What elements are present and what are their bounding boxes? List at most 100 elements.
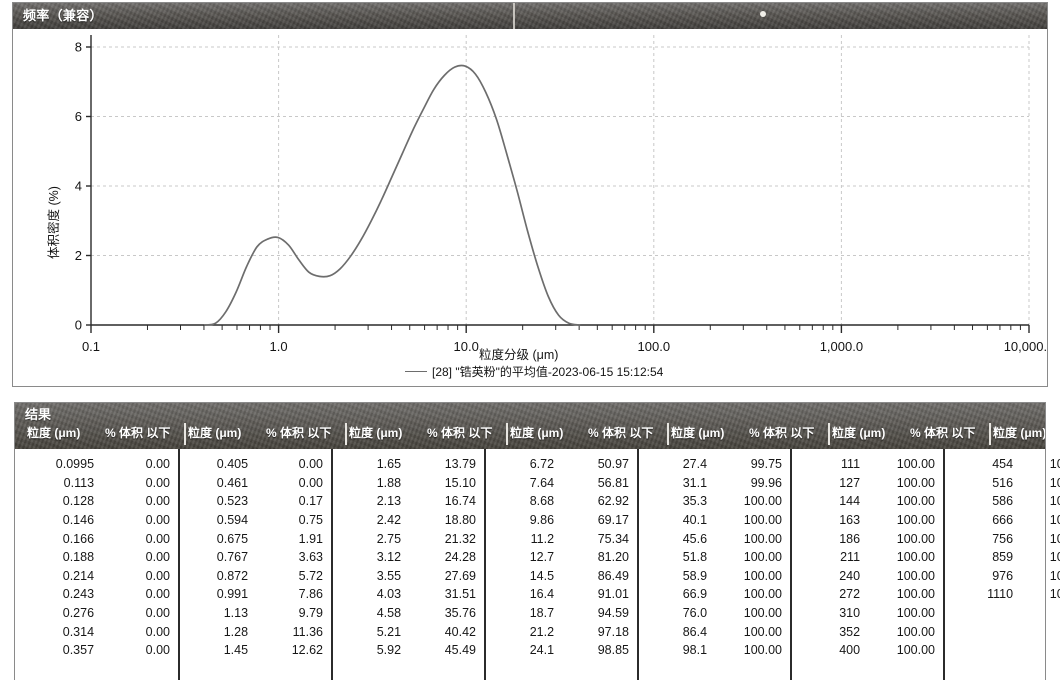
table-row: 0.872 5.72 xyxy=(180,567,331,586)
table-row: 4.58 35.76 xyxy=(333,604,484,623)
table-row: 27.4 99.75 xyxy=(639,455,790,474)
cell-particle-size: 1.65 xyxy=(376,457,402,472)
column-header-percent: % 体积 以下 xyxy=(266,426,332,440)
results-header-group: 粒度 (μm) % 体积 以下 xyxy=(25,423,184,445)
table-row: 454 100.00 xyxy=(945,455,1060,474)
table-row: 3.12 24.28 xyxy=(333,548,484,567)
cell-percent-under: 100.00 xyxy=(1049,457,1060,472)
table-row: 111 100.00 xyxy=(792,455,943,474)
cell-particle-size: 1.45 xyxy=(223,643,249,658)
cell-particle-size: 127 xyxy=(839,475,861,490)
cell-particle-size: 111 xyxy=(841,457,861,472)
results-panel-header: 结果 粒度 (μm)% 体积 以下 粒度 (μm)% 体积 以下 粒度 (μm)% … xyxy=(15,403,1045,449)
cell-percent-under: 69.17 xyxy=(597,513,629,528)
cell-particle-size: 2.42 xyxy=(376,513,402,528)
cell-particle-size: 0.594 xyxy=(216,513,249,528)
table-row: 58.9 100.00 xyxy=(639,567,790,586)
cell-particle-size: 2.75 xyxy=(376,531,402,546)
cell-particle-size: 6.72 xyxy=(529,457,555,472)
page-title: 频率（兼容） xyxy=(23,8,103,23)
cell-percent-under: 100.00 xyxy=(743,643,782,658)
cell-particle-size: 0.166 xyxy=(62,531,95,546)
results-header-row: 粒度 (μm) % 体积 以下 粒度 (μm) % 体积 以下 粒度 (μm) % 体积 … xyxy=(15,423,1045,445)
table-row: 0.214 0.00 xyxy=(25,567,178,586)
table-row: 76.0 100.00 xyxy=(639,604,790,623)
cell-particle-size: 76.0 xyxy=(682,606,708,621)
table-row: 0.314 0.00 xyxy=(25,622,178,641)
cell-percent-under: 86.49 xyxy=(597,568,629,583)
table-row: 0.0995 0.00 xyxy=(25,455,178,474)
results-header-group: 粒度 (μm) % 体积 以下 xyxy=(184,423,345,445)
table-row: 0.243 0.00 xyxy=(25,585,178,604)
cell-particle-size: 272 xyxy=(839,587,861,602)
cell-percent-under: 91.01 xyxy=(597,587,629,602)
table-row: 2.42 18.80 xyxy=(333,511,484,530)
particle-size-distribution-plot: 0 2 4 6 8 0.1 1.0 10.0 100.0 1,000.0 10,000.0 体积密度… xyxy=(13,29,1054,387)
svg-text:10,000.0: 10,000.0 xyxy=(1004,339,1047,354)
results-header-group: 粒度 (μm) % 体积 以下 xyxy=(506,423,667,445)
cell-particle-size: 400 xyxy=(839,643,861,658)
table-row: 18.7 94.59 xyxy=(486,604,637,623)
table-row: 21.2 97.18 xyxy=(486,622,637,641)
column-header-size: 粒度 (μm) xyxy=(188,426,242,440)
table-row: 35.3 100.00 xyxy=(639,492,790,511)
cell-particle-size: 0.767 xyxy=(216,550,249,565)
results-column-group: 111 100.00 127 100.00 144 100.00 163 100.00 186 1… xyxy=(790,449,943,680)
cell-percent-under: 100.00 xyxy=(1049,550,1060,565)
cell-particle-size: 35.3 xyxy=(682,494,708,509)
cell-particle-size: 0.276 xyxy=(62,606,95,621)
cell-percent-under: 24.28 xyxy=(444,550,476,565)
table-row: 211 100.00 xyxy=(792,548,943,567)
cell-particle-size: 1.88 xyxy=(376,475,402,490)
table-row: 0.357 0.00 xyxy=(25,641,178,660)
cell-percent-under: 16.74 xyxy=(444,494,476,509)
cell-particle-size: 0.243 xyxy=(62,587,95,602)
table-row: 2.13 16.74 xyxy=(333,492,484,511)
cell-percent-under: 100.00 xyxy=(743,513,782,528)
cell-percent-under: 100.00 xyxy=(1049,494,1060,509)
table-row: 66.9 100.00 xyxy=(639,585,790,604)
cell-particle-size: 31.1 xyxy=(682,475,708,490)
results-table-panel: 结果 粒度 (μm)% 体积 以下 粒度 (μm)% 体积 以下 粒度 (μm)% … xyxy=(14,402,1060,680)
cell-particle-size: 7.64 xyxy=(529,475,555,490)
table-row: 16.4 91.01 xyxy=(486,585,637,604)
cell-percent-under: 0.00 xyxy=(145,606,170,621)
cell-particle-size: 1.13 xyxy=(223,606,249,621)
results-column-group: 454 100.00 516 100.00 586 100.00 666 100.00 756 1… xyxy=(943,449,1060,680)
cell-percent-under: 13.79 xyxy=(444,457,476,472)
cell-percent-under: 0.00 xyxy=(298,457,323,472)
cell-particle-size: 0.314 xyxy=(62,624,95,639)
table-row: 86.4 100.00 xyxy=(639,622,790,641)
cell-percent-under: 97.18 xyxy=(597,624,629,639)
cell-particle-size: 58.9 xyxy=(682,568,708,583)
cell-percent-under: 100.00 xyxy=(896,550,935,565)
x-axis-title: 粒度分级 (μm) xyxy=(479,348,559,362)
table-row: 5.92 45.49 xyxy=(333,641,484,660)
cell-particle-size: 0.675 xyxy=(216,531,249,546)
cell-particle-size: 0.405 xyxy=(216,457,249,472)
table-row: 0.991 7.86 xyxy=(180,585,331,604)
cell-percent-under: 75.34 xyxy=(597,531,629,546)
table-row: 98.1 100.00 xyxy=(639,641,790,660)
cell-percent-under: 0.00 xyxy=(145,494,170,509)
cell-percent-under: 100.00 xyxy=(896,457,935,472)
cell-percent-under: 0.17 xyxy=(298,494,323,509)
column-header-percent: % 体积 以下 xyxy=(588,426,654,440)
results-table-body: 0.0995 0.00 0.113 0.00 0.128 0.00 0.146 0.00 0.1… xyxy=(15,449,1060,680)
cell-particle-size: 14.5 xyxy=(529,568,555,583)
cell-percent-under: 100.00 xyxy=(1049,568,1060,583)
results-column-group: 27.4 99.75 31.1 99.96 35.3 100.00 40.1 100.00 45… xyxy=(637,449,790,680)
cell-particle-size: 0.128 xyxy=(62,494,95,509)
table-row: 352 100.00 xyxy=(792,622,943,641)
chart-legend: [28] "锆英粉"的平均值-2023-06-15 15:12:54 xyxy=(405,363,663,380)
cell-particle-size: 4.58 xyxy=(376,606,402,621)
table-row: 9.86 69.17 xyxy=(486,511,637,530)
cell-percent-under: 0.00 xyxy=(145,457,170,472)
table-row: 0.188 0.00 xyxy=(25,548,178,567)
cell-particle-size: 0.357 xyxy=(62,643,95,658)
results-column-group: 0.0995 0.00 0.113 0.00 0.128 0.00 0.146 0.00 0.1… xyxy=(25,449,178,680)
table-row: 24.1 98.85 xyxy=(486,641,637,660)
cell-particle-size: 586 xyxy=(992,494,1014,509)
table-row: 14.5 86.49 xyxy=(486,567,637,586)
svg-text:0: 0 xyxy=(75,318,82,333)
